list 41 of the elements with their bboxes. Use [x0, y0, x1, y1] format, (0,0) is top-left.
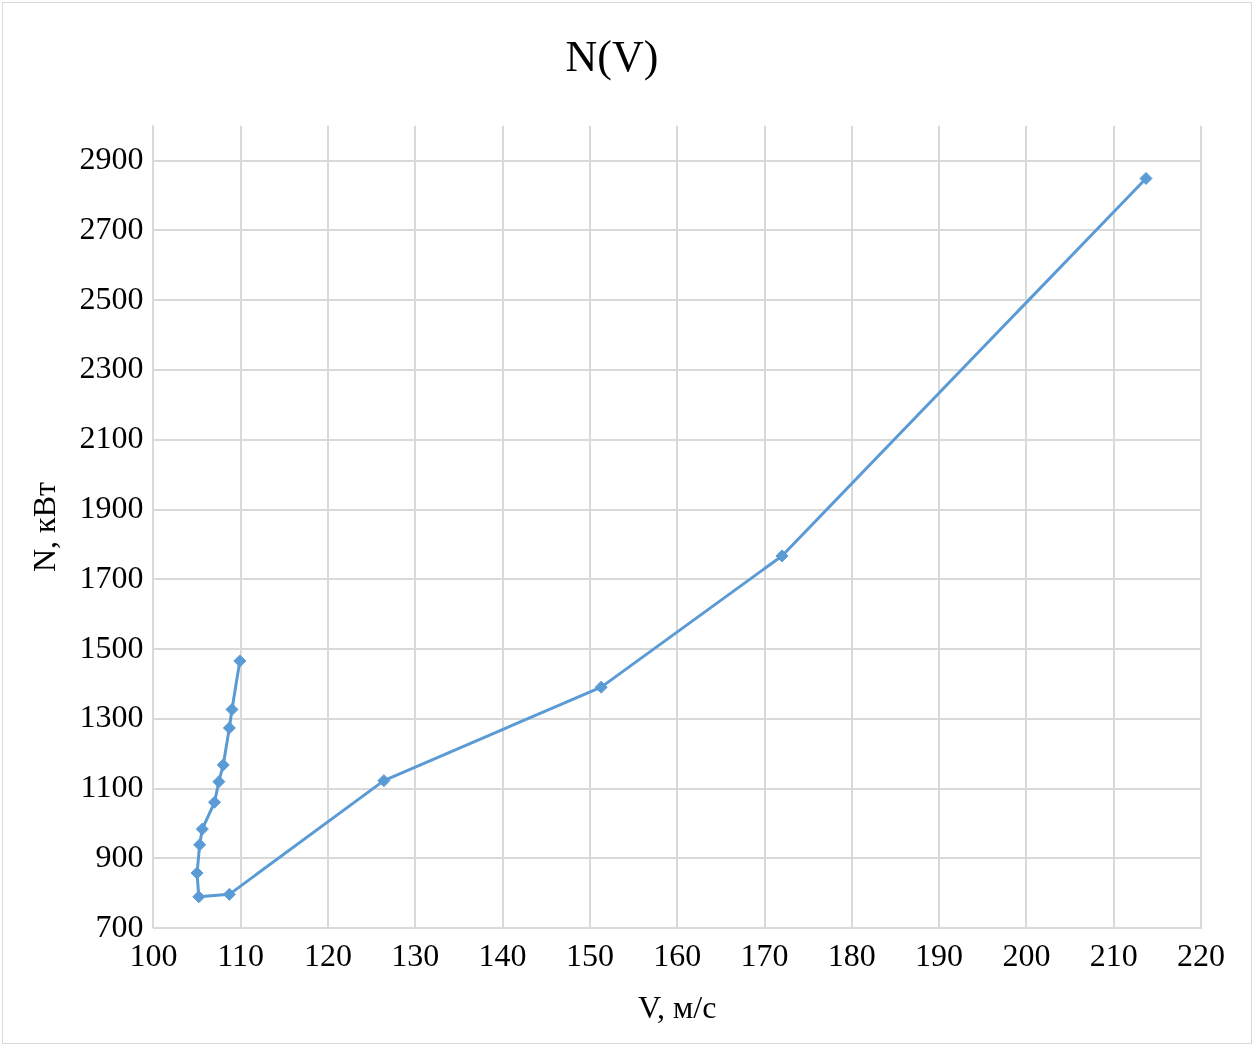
chart-title: N(V)	[565, 31, 659, 81]
x-tick-label: 160	[653, 936, 702, 973]
x-tick-label: 210	[1089, 936, 1138, 973]
y-tick-label: 2900	[79, 140, 144, 177]
point	[193, 838, 207, 852]
x-axis-title: V, м/с	[638, 989, 717, 1026]
point	[222, 887, 236, 901]
point	[222, 721, 236, 735]
y-tick-label: 2300	[79, 349, 144, 386]
y-tick-label: 2700	[79, 209, 144, 246]
point	[195, 822, 209, 836]
y-axis-title: N, кВт	[25, 481, 62, 572]
x-tick-label: 190	[915, 936, 964, 973]
point	[208, 795, 222, 809]
point	[377, 774, 391, 788]
x-tick-label: 120	[304, 936, 352, 973]
x-tick-label: 150	[565, 936, 614, 973]
point	[1139, 171, 1153, 185]
y-tick-label: 1300	[79, 698, 144, 735]
point	[192, 890, 206, 904]
x-tick-label: 110	[217, 936, 265, 973]
y-tick-label: 2500	[79, 279, 144, 316]
point	[775, 549, 789, 563]
y-tick-label: 1900	[79, 488, 144, 525]
y-tick-label: 2100	[79, 419, 144, 456]
x-tick-label: 130	[391, 936, 440, 973]
point	[216, 758, 230, 772]
x-tick-label: 170	[740, 936, 789, 973]
x-tick-label: 180	[827, 936, 876, 973]
point	[190, 866, 204, 880]
x-tick-label: 220	[1177, 936, 1225, 973]
point	[225, 702, 239, 716]
point	[212, 775, 226, 789]
y-tick-label: 1500	[79, 628, 144, 665]
point	[233, 654, 247, 668]
y-tick-label: 1700	[79, 558, 144, 595]
y-tick-label: 1100	[80, 768, 144, 805]
x-tick-label: 140	[478, 936, 527, 973]
x-tick-label: 200	[1002, 936, 1051, 973]
point	[594, 680, 608, 694]
y-tick-label: 900	[95, 837, 144, 874]
